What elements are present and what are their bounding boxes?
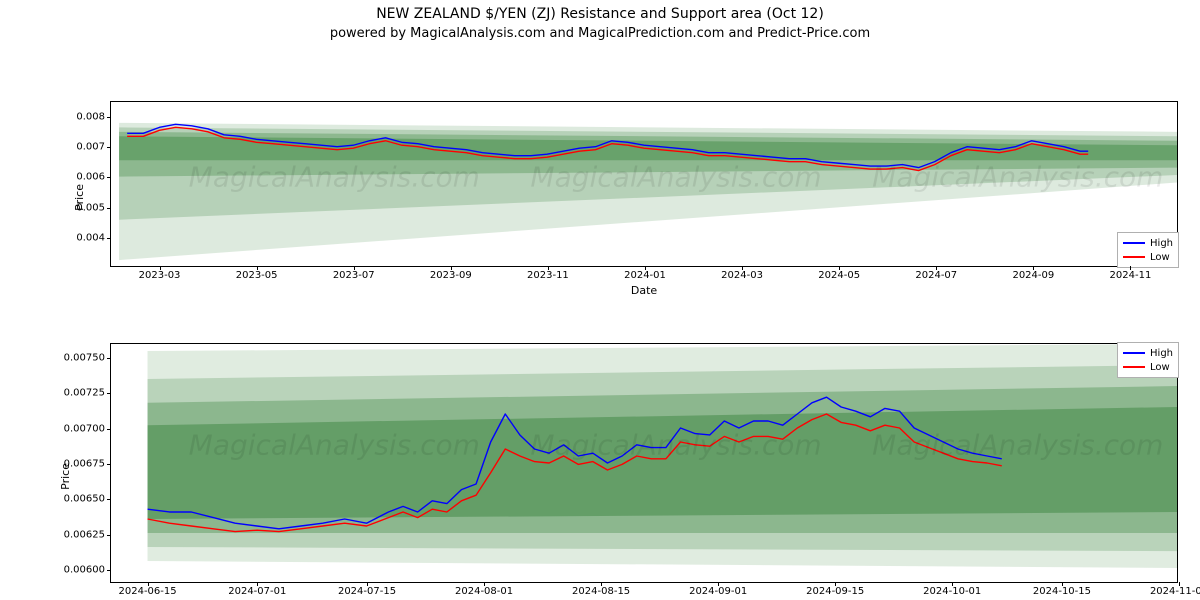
legend-label-low: Low (1150, 362, 1170, 373)
ytick-label: 0.007 (76, 142, 105, 153)
xtick-label: 2024-07 (915, 270, 957, 281)
ytick-label: 0.004 (76, 232, 105, 243)
bottom-plot-area: High Low Date 2024-06-152024-07-012024-0… (110, 343, 1178, 583)
xtick-label: 2024-03 (721, 270, 763, 281)
legend-label-low: Low (1150, 252, 1170, 263)
legend-swatch-low-icon (1123, 366, 1145, 368)
xtick-label: 2024-07-15 (338, 586, 396, 597)
ytick-label: 0.006 (76, 172, 105, 183)
bottom-plot-svg (111, 344, 1177, 582)
support-resistance-band (148, 407, 1177, 519)
top-xlabel: Date (631, 284, 657, 297)
bottom-ylabel: Price (59, 463, 72, 490)
ytick-label: 0.00650 (64, 494, 105, 505)
legend-label-high: High (1150, 238, 1173, 249)
xtick-label: 2024-06-15 (119, 586, 177, 597)
top-ylabel: Price (73, 184, 86, 211)
bottom-legend: High Low (1117, 342, 1179, 378)
top-plot-svg (111, 102, 1177, 266)
chart-titles: NEW ZEALAND $/YEN (ZJ) Resistance and Su… (0, 0, 1200, 43)
top-legend: High Low (1117, 232, 1179, 268)
ytick-label: 0.00725 (64, 388, 105, 399)
ytick-label: 0.00700 (64, 423, 105, 434)
xtick-label: 2024-11 (1110, 270, 1152, 281)
xtick-label: 2024-01 (624, 270, 666, 281)
legend-swatch-high-icon (1123, 352, 1145, 354)
xtick-label: 2023-03 (139, 270, 181, 281)
xtick-label: 2024-07-01 (228, 586, 286, 597)
xtick-label: 2023-05 (236, 270, 278, 281)
ytick-label: 0.00750 (64, 353, 105, 364)
xtick-label: 2024-08-01 (455, 586, 513, 597)
xtick-label: 2024-05 (818, 270, 860, 281)
xtick-label: 2024-09 (1012, 270, 1054, 281)
ytick-label: 0.00600 (64, 564, 105, 575)
ytick-label: 0.008 (76, 112, 105, 123)
xtick-label: 2024-09-15 (806, 586, 864, 597)
legend-label-high: High (1150, 348, 1173, 359)
xtick-label: 2023-11 (527, 270, 569, 281)
xtick-label: 2024-11-01 (1150, 586, 1200, 597)
chart-main-title: NEW ZEALAND $/YEN (ZJ) Resistance and Su… (0, 0, 1200, 22)
chart-sub-title: powered by MagicalAnalysis.com and Magic… (0, 22, 1200, 43)
ytick-label: 0.00625 (64, 529, 105, 540)
xtick-label: 2023-09 (430, 270, 472, 281)
top-plot-area: High Low Date 2023-032023-052023-072023-… (110, 101, 1178, 267)
legend-swatch-high-icon (1123, 242, 1145, 244)
xtick-label: 2024-08-15 (572, 586, 630, 597)
xtick-label: 2024-10-15 (1033, 586, 1091, 597)
xtick-label: 2024-10-01 (923, 586, 981, 597)
xtick-label: 2023-07 (333, 270, 375, 281)
legend-swatch-low-icon (1123, 256, 1145, 258)
xtick-label: 2024-09-01 (689, 586, 747, 597)
